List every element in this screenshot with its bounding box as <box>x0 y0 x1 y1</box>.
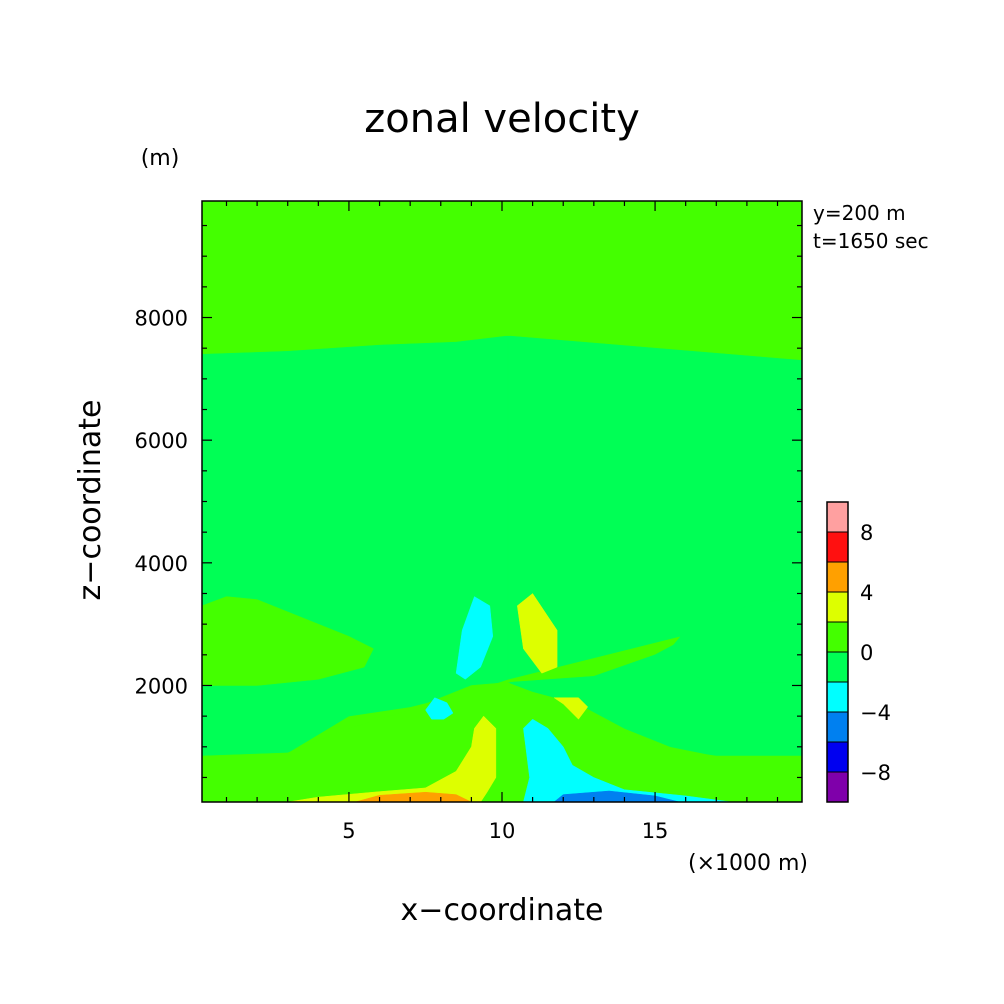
colorbar-tick-label: 4 <box>860 581 873 605</box>
x-axis-label: x−coordinate <box>401 893 604 928</box>
contour-region-7 <box>287 715 497 802</box>
annotation-t: t=1650 sec <box>813 229 929 253</box>
colorbar-swatch <box>826 591 849 623</box>
y-tick-label: 2000 <box>135 674 188 698</box>
contour-region-13 <box>425 697 454 720</box>
annotation-y: y=200 m <box>813 201 906 225</box>
x-tick-label: 15 <box>642 819 669 843</box>
colorbar: 8 4 0 −4 −8 <box>826 501 891 803</box>
x-unit-label: (×1000 m) <box>688 851 808 876</box>
x-tick-label: 5 <box>342 819 355 843</box>
colorbar-swatch <box>826 531 849 563</box>
colorbar-tick-label: 0 <box>860 641 873 665</box>
colorbar-tick-label: −8 <box>860 761 891 785</box>
y-tick-label: 4000 <box>135 552 188 576</box>
contour-region-3 <box>202 596 374 686</box>
colorbar-swatch <box>826 681 849 713</box>
colorbar-swatch <box>826 501 849 533</box>
colorbar-tick-label: 8 <box>860 521 873 545</box>
colorbar-swatch <box>826 711 849 743</box>
y-tick-label: 6000 <box>135 429 188 453</box>
contour-region-12 <box>517 593 558 674</box>
y-axis: 2000 4000 6000 8000 <box>135 224 802 779</box>
colorbar-tick-label: −4 <box>860 701 891 725</box>
colorbar-swatch <box>826 621 849 653</box>
y-axis-label: z−coordinate <box>73 400 108 601</box>
x-tick-label: 10 <box>489 819 516 843</box>
chart-title: zonal velocity <box>364 96 640 142</box>
colorbar-swatch <box>826 771 849 803</box>
colorbar-frame <box>826 501 849 803</box>
plot-area <box>201 200 803 803</box>
colorbar-swatch <box>826 741 849 773</box>
contour-region-4 <box>670 596 802 683</box>
y-tick-label: 8000 <box>135 307 188 331</box>
colorbar-swatch <box>826 561 849 593</box>
x-axis: 5 10 15 <box>225 201 779 843</box>
contour-region-11 <box>455 596 494 680</box>
contour-region-8 <box>354 791 472 802</box>
y-unit-label: (m) <box>141 146 180 171</box>
contour-region-9 <box>523 718 732 802</box>
colorbar-swatch <box>826 651 849 683</box>
contour-region-14 <box>553 697 588 720</box>
contour-region-10 <box>553 790 680 802</box>
